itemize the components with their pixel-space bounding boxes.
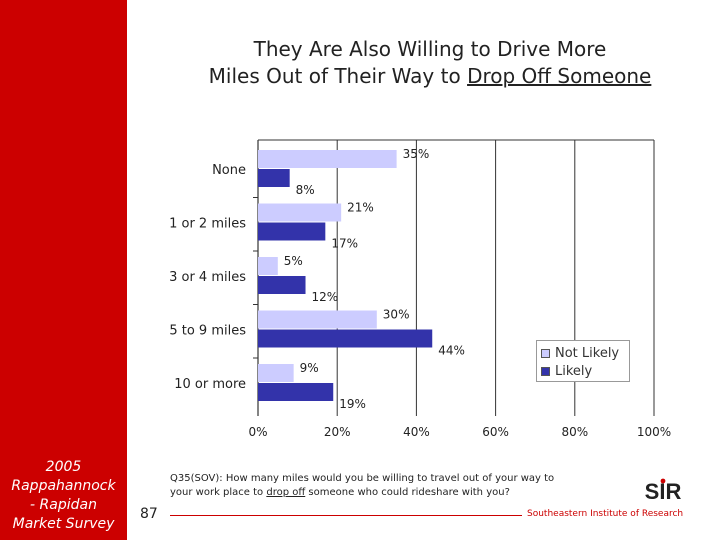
- bar-likely: [258, 383, 334, 401]
- page-number: 87: [140, 506, 158, 522]
- data-label: 5%: [284, 254, 303, 268]
- data-label: 30%: [383, 308, 410, 322]
- category-label: 5 to 9 miles: [169, 324, 246, 339]
- bar-likely: [258, 329, 433, 348]
- slide-title: They Are Also Willing to Drive More Mile…: [140, 36, 720, 90]
- category-label: None: [212, 163, 246, 178]
- footnote-underlined: drop off: [266, 487, 306, 498]
- survey-question-footnote: Q35(SOV): How many miles would you be wi…: [170, 472, 600, 500]
- x-tick-label: 60%: [482, 425, 509, 439]
- footnote-text-a: your work place to: [170, 487, 267, 498]
- legend-label-likely: Likely: [555, 363, 593, 379]
- title-line-2-text: Miles Out of Their Way to: [208, 64, 468, 88]
- bar-not-likely: [258, 310, 377, 329]
- logo-text: SIR: [645, 479, 682, 502]
- title-underlined-text: Drop Off Someone: [467, 64, 652, 88]
- bar-not-likely: [258, 203, 342, 222]
- bar-likely: [258, 222, 326, 241]
- x-tick-label: 0%: [248, 425, 267, 439]
- category-label: 1 or 2 miles: [169, 217, 246, 232]
- legend-entry-likely: Likely: [541, 362, 625, 380]
- sidebar-panel: 2005 Rappahannock - Rapidan Market Surve…: [0, 0, 127, 540]
- footer-divider: [170, 515, 522, 516]
- data-label: 12%: [312, 290, 339, 304]
- category-label: 3 or 4 miles: [169, 270, 246, 285]
- data-label: 8%: [296, 183, 315, 197]
- title-line-2: Miles Out of Their Way to Drop Off Someo…: [140, 63, 720, 90]
- footnote-text-b: someone who could rideshare with you?: [305, 487, 510, 498]
- chart-legend: Not Likely Likely: [536, 340, 630, 382]
- data-label: 17%: [331, 237, 358, 251]
- legend-swatch-not-likely: [541, 348, 550, 358]
- survey-caption: 2005 Rappahannock - Rapidan Market Surve…: [11, 459, 116, 532]
- bar-not-likely: [258, 364, 294, 382]
- legend-swatch-likely: [541, 366, 550, 376]
- x-tick-label: 80%: [561, 425, 588, 439]
- bar-likely: [258, 276, 306, 294]
- footnote-line-2: your work place to drop off someone who …: [170, 486, 600, 500]
- legend-label-not-likely: Not Likely: [555, 345, 620, 361]
- data-label: 35%: [403, 147, 430, 161]
- title-line-1: They Are Also Willing to Drive More: [253, 37, 607, 61]
- bar-not-likely: [258, 150, 397, 168]
- data-label: 9%: [300, 361, 319, 375]
- x-tick-label: 40%: [403, 425, 430, 439]
- x-tick-label: 100%: [637, 425, 671, 439]
- category-label: 10 or more: [174, 377, 246, 392]
- data-label: 21%: [347, 201, 374, 215]
- bar-likely: [258, 169, 290, 187]
- bar-not-likely: [258, 257, 278, 275]
- logo-dot-icon: [660, 478, 666, 484]
- footnote-line-1: Q35(SOV): How many miles would you be wi…: [170, 473, 555, 484]
- x-tick-label: 20%: [324, 425, 351, 439]
- legend-entry-not-likely: Not Likely: [541, 344, 625, 362]
- organization-name: Southeastern Institute of Research: [527, 509, 684, 519]
- data-label: 19%: [339, 397, 366, 411]
- sir-logo: SIR: [645, 478, 682, 502]
- data-label: 44%: [438, 344, 465, 358]
